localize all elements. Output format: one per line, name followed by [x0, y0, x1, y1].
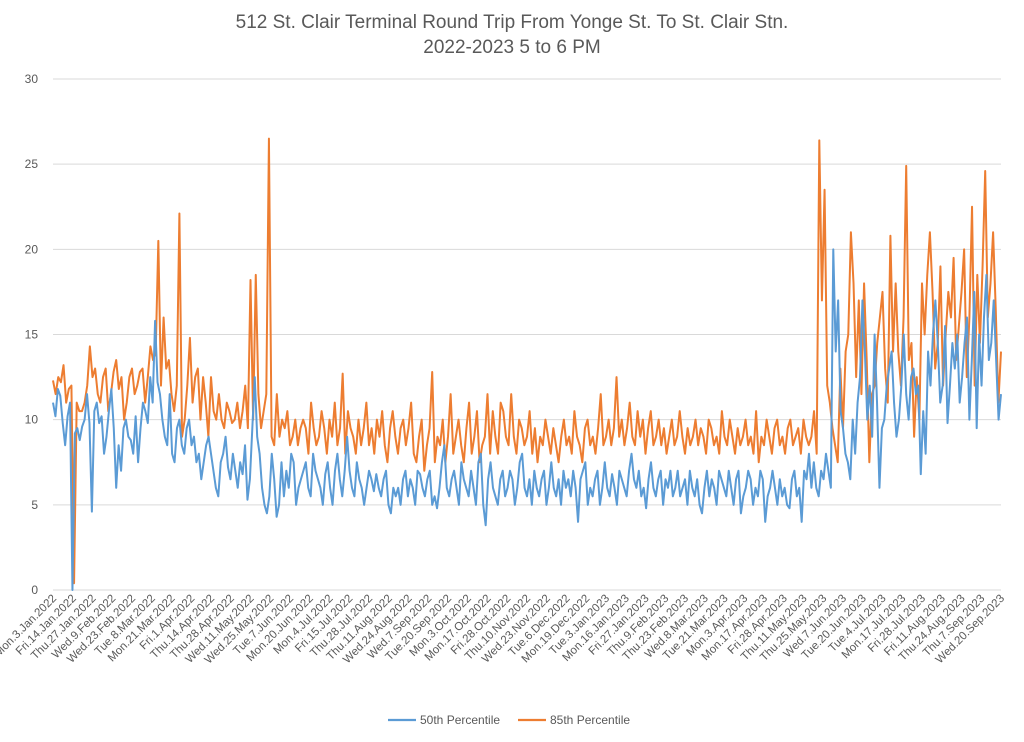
legend-label-85th: 85th Percentile [550, 713, 630, 727]
legend-label-50th: 50th Percentile [420, 713, 500, 727]
y-tick-label: 5 [31, 498, 38, 512]
series-lines [52, 137, 1002, 591]
y-axis-ticks: 0 5 10 15 20 25 30 [25, 72, 39, 597]
y-tick-label: 15 [25, 328, 39, 342]
y-tick-label: 30 [25, 72, 39, 86]
series-line-50th-percentile [52, 248, 1002, 591]
x-axis-ticks: Mon.3.Jan.2022Fri.14.Jan.2022Thu.27.Jan.… [0, 593, 1007, 667]
y-tick-label: 10 [25, 413, 39, 427]
series-line-85th-percentile [52, 137, 1002, 585]
chart-subtitle: 2022-2023 5 to 6 PM [423, 37, 601, 58]
y-tick-label: 25 [25, 157, 39, 171]
y-tick-label: 20 [25, 242, 39, 256]
legend: 50th Percentile 85th Percentile [388, 713, 630, 727]
chart-title: 512 St. Clair Terminal Round Trip From Y… [235, 12, 789, 33]
y-tick-label: 0 [31, 583, 38, 597]
